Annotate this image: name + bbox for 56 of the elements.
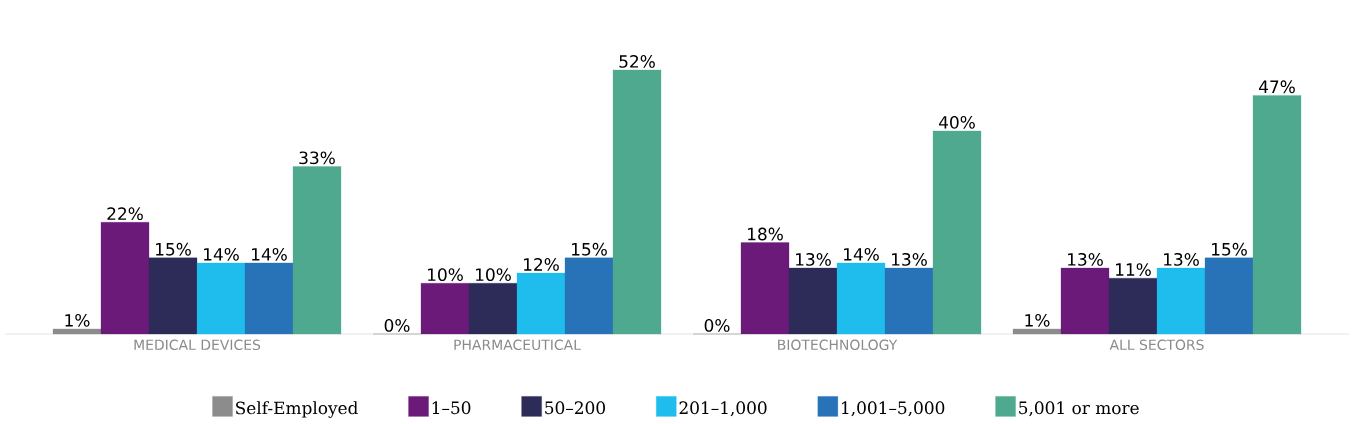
legend-label: 201–1,000: [679, 401, 767, 417]
bar: [1156, 267, 1206, 335]
bar: [740, 242, 790, 335]
bar: [836, 262, 886, 335]
x-tick-label: BIOTECHNOLOGY: [778, 339, 898, 351]
data-label: 15%: [156, 242, 191, 256]
legend-label: 50–200: [545, 401, 605, 415]
bar: [884, 267, 934, 335]
data-label: 14%: [844, 247, 879, 261]
data-label: 47%: [1259, 80, 1295, 94]
bar: [292, 166, 342, 335]
x-tick-label: PHARMACEUTICAL: [454, 339, 581, 351]
bar: [564, 257, 614, 335]
data-label: 22%: [107, 207, 143, 221]
x-tick-label: ALL SECTORS: [1109, 339, 1204, 351]
bar: [1204, 257, 1254, 335]
bar: [1108, 278, 1158, 335]
legend-label: 1–50: [432, 401, 471, 415]
data-label: 11%: [1116, 263, 1151, 276]
data-label: 1%: [1025, 313, 1050, 327]
bar: [1252, 95, 1302, 335]
x-tick-label: MEDICAL DEVICES: [134, 339, 261, 351]
data-label: 15%: [1212, 242, 1247, 256]
bar: [244, 262, 294, 335]
data-label: 52%: [619, 54, 655, 68]
data-label: 33%: [299, 151, 335, 165]
data-label: 1%: [65, 313, 90, 327]
data-label: 0%: [704, 318, 730, 332]
bar: [1060, 267, 1110, 335]
data-label: 18%: [748, 227, 783, 241]
bar: [932, 130, 982, 335]
legend-label: Self-Employed: [236, 401, 358, 418]
data-label: 15%: [572, 242, 607, 256]
bar: [100, 222, 150, 335]
bar: [196, 262, 246, 335]
data-label: 10%: [476, 268, 511, 282]
data-label: 0%: [384, 318, 410, 332]
bar: [1012, 328, 1062, 335]
data-label: 14%: [252, 247, 287, 261]
data-label: 40%: [939, 115, 975, 129]
bar: [516, 272, 566, 335]
data-label: 13%: [892, 252, 927, 266]
legend-label: 1,001–5,000: [842, 401, 945, 417]
data-label: 14%: [204, 247, 239, 261]
bar: [788, 267, 838, 335]
data-label: 12%: [524, 258, 559, 271]
data-label: 10%: [428, 268, 463, 282]
bar: [468, 283, 518, 335]
bar: [612, 69, 662, 335]
legend-label: 5,001 or more: [1019, 401, 1139, 417]
bar: [420, 283, 470, 335]
data-label: 13%: [796, 252, 831, 266]
bar: [148, 257, 198, 335]
data-label: 13%: [1164, 252, 1199, 266]
bar: [52, 328, 102, 335]
data-label: 13%: [1068, 252, 1103, 266]
